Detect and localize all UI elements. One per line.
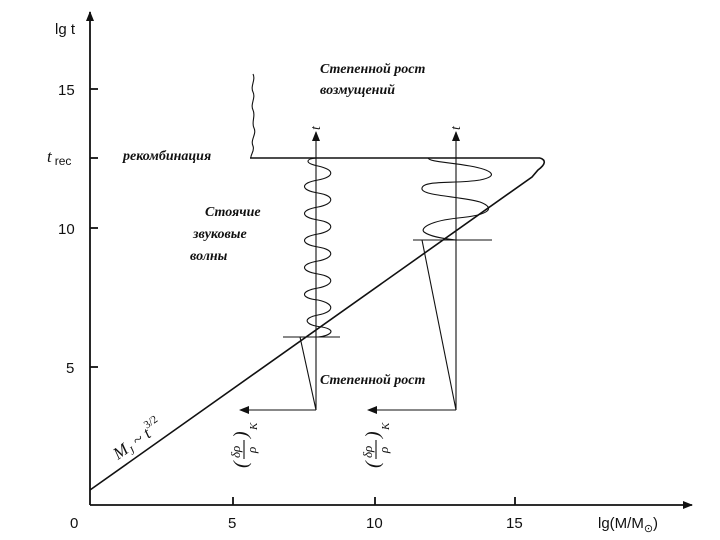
- svg-text:(: (: [362, 460, 384, 468]
- perturbation-track-2: [421, 239, 457, 411]
- perturbation-track-1: [299, 336, 317, 411]
- x-tick-label-0: 0: [70, 515, 78, 532]
- y-tick-label-trec: t rec: [47, 147, 71, 168]
- svg-text:δρ: δρ: [228, 446, 243, 458]
- standing-waves-line-1: Стоячие: [205, 205, 261, 220]
- svg-text:δρ: δρ: [360, 446, 375, 458]
- growth-wavy-line: [250, 73, 256, 159]
- svg-text:K: K: [380, 422, 392, 431]
- time-arrow-1-label: t: [309, 125, 324, 130]
- oscillation-curve-1: [303, 157, 332, 338]
- svg-text:(: (: [230, 460, 252, 468]
- y-tick-label-15: 15: [58, 82, 75, 99]
- standing-waves-line-2: звуковые: [192, 227, 247, 242]
- y-ticks: [90, 88, 98, 368]
- x-tick-label-5: 5: [228, 515, 236, 532]
- power-growth-bottom-label: Степенной рост: [320, 373, 426, 388]
- svg-text:): ): [362, 431, 384, 439]
- y-axis-title: lg t: [55, 21, 76, 38]
- svg-text:ρ: ρ: [376, 447, 391, 454]
- jeans-mass-line: [89, 157, 546, 491]
- svg-text:): ): [230, 431, 252, 439]
- x-axis-title: lg(M/M⊙): [598, 515, 658, 535]
- time-arrow-2-label: t: [449, 125, 464, 130]
- x-tick-label-10: 10: [366, 515, 383, 532]
- power-growth-top-line-2: возмущений: [320, 83, 395, 98]
- oscillation-curve-2: [421, 157, 492, 241]
- recombination-label: рекомбинация: [122, 149, 211, 164]
- y-tick-label-5: 5: [66, 360, 74, 377]
- power-growth-top-line-1: Степенной рост: [320, 62, 426, 77]
- jeans-mass-formula: MJ ~ t3/2: [107, 413, 168, 466]
- standing-waves-line-3: волны: [190, 249, 228, 264]
- x-ticks: [232, 497, 516, 505]
- perturbation-amplitude-label-2: ( δρ ρ ) K: [360, 422, 392, 468]
- x-tick-label-15: 15: [506, 515, 523, 532]
- svg-text:K: K: [248, 422, 260, 431]
- y-tick-label-10: 10: [58, 221, 75, 238]
- svg-text:ρ: ρ: [244, 447, 259, 454]
- perturbation-amplitude-label-1: ( δρ ρ ) K: [228, 422, 260, 468]
